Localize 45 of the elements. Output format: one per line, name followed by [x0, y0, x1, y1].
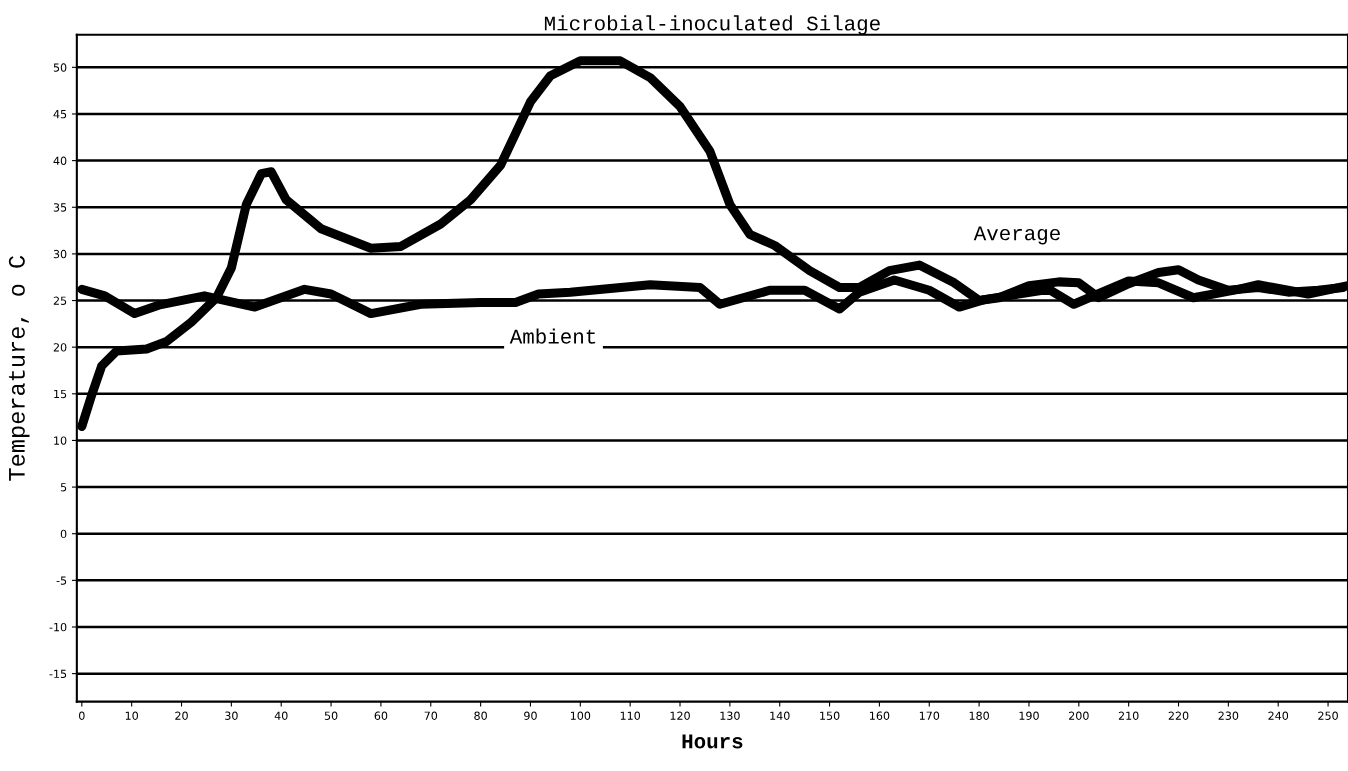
x-tick-label: 180 — [969, 711, 989, 720]
y-tick-label: 10 — [54, 436, 67, 445]
x-tick-label: 150 — [820, 711, 840, 720]
x-tick-label: 60 — [374, 711, 388, 720]
x-tick-label: 0 — [79, 711, 85, 720]
x-tick-label: 140 — [770, 711, 790, 720]
x-axis-title: Hours — [682, 734, 743, 749]
series-label: Ambient — [509, 328, 596, 344]
y-tick-label: 0 — [60, 529, 67, 539]
y-tick-label: 15 — [54, 389, 67, 399]
x-tick-label: 120 — [670, 711, 690, 720]
x-tick-label: 30 — [225, 711, 238, 720]
x-tick-label: 250 — [1318, 711, 1338, 720]
y-tick-label: 30 — [53, 249, 67, 259]
chart-title: Microbial-inoculated Silage — [544, 15, 880, 35]
y-tick-label: 20 — [53, 343, 67, 352]
x-tick-label: 190 — [1019, 711, 1039, 720]
x-tick-label: 160 — [870, 711, 890, 720]
y-axis-title: Temperature, o C — [8, 255, 30, 481]
x-tick-label: 200 — [1069, 711, 1089, 720]
x-tick-label: 210 — [1118, 711, 1139, 720]
x-tick-label: 80 — [474, 711, 487, 720]
y-tick-label: 40 — [53, 156, 67, 165]
x-tick-label: 240 — [1268, 711, 1289, 720]
x-tick-label: 170 — [919, 711, 940, 720]
x-tick-label: 100 — [570, 711, 591, 720]
x-tick-label: 50 — [324, 711, 338, 720]
x-tick-label: 40 — [274, 711, 288, 720]
y-tick-label: 25 — [53, 296, 67, 305]
x-tick-label: 20 — [175, 711, 188, 720]
y-tick-label: -10 — [49, 622, 67, 632]
y-tick-label: 5 — [60, 483, 67, 492]
x-tick-label: 70 — [424, 711, 438, 720]
x-tick-label: 10 — [125, 711, 138, 720]
y-tick-label: -5 — [56, 576, 67, 585]
x-tick-label: 110 — [620, 711, 641, 720]
y-tick-label: 35 — [53, 203, 67, 212]
x-tick-label: 220 — [1168, 711, 1189, 720]
y-tick-label: -15 — [49, 669, 67, 679]
x-tick-label: 130 — [720, 711, 740, 720]
y-tick-label: 45 — [53, 110, 67, 119]
x-tick-label: 230 — [1218, 711, 1239, 720]
series-label: Average — [973, 226, 1060, 245]
y-tick-label: 50 — [53, 63, 67, 72]
x-tick-label: 90 — [524, 711, 537, 720]
